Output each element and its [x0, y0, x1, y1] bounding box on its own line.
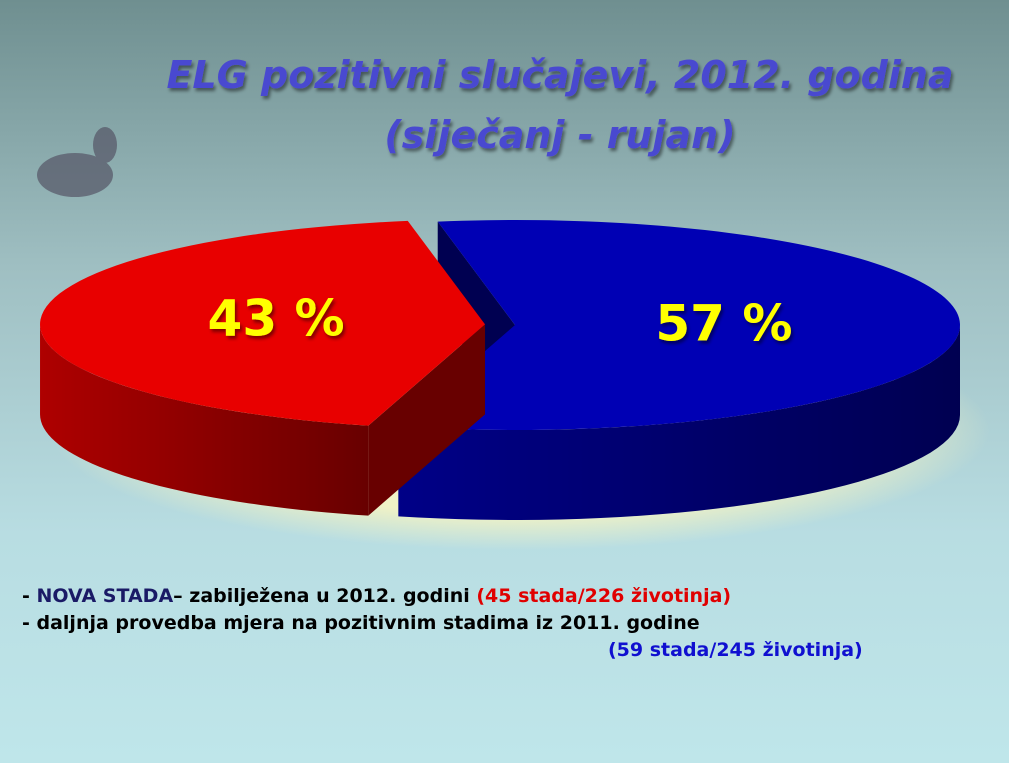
chart-subtitle: (siječanj - rujan) [384, 113, 735, 157]
note-text: (45 stada/226 životinja) [476, 585, 731, 607]
note-text: (59 stada/245 životinja) [608, 639, 863, 661]
pie: 57 % 43 % [40, 220, 960, 520]
logo [37, 127, 117, 197]
slide: ELG pozitivni slučajevi, 2012. godina (s… [0, 0, 1009, 763]
note-text: NOVA STADA [37, 585, 174, 607]
note-line: - NOVA STADA– zabilježena u 2012. godini… [22, 583, 863, 610]
value-label: 57 % [655, 295, 792, 353]
note-text: - [22, 585, 37, 607]
value-label: 43 % [208, 290, 345, 348]
note-line: (59 stada/245 životinja) [22, 637, 863, 664]
note-text: – zabilježena u 2012. godini [173, 585, 476, 607]
note-text: - daljnja provedba mjera na pozitivnim s… [22, 612, 700, 634]
notes: - NOVA STADA– zabilježena u 2012. godini… [22, 583, 863, 664]
chart-title: ELG pozitivni slučajevi, 2012. godina [166, 53, 953, 97]
note-line: - daljnja provedba mjera na pozitivnim s… [22, 610, 863, 637]
